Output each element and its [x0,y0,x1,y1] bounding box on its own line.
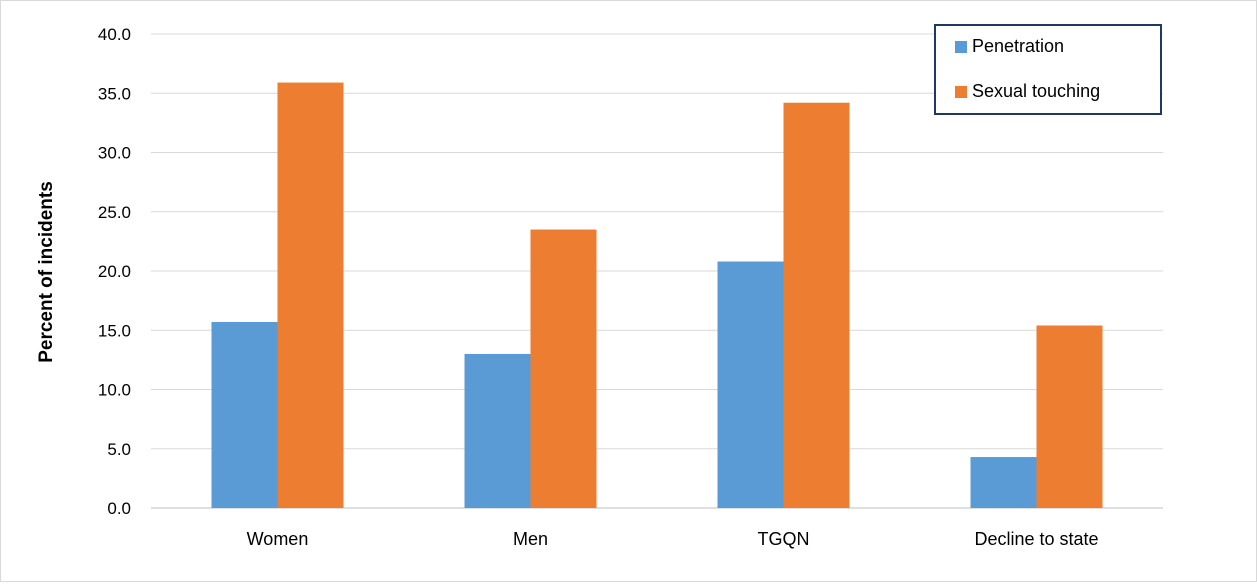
y-tick-label: 5.0 [107,440,131,459]
bar-sexual-touching [277,82,344,509]
y-tick-label: 40.0 [98,25,131,44]
y-axis-label: Percent of incidents [36,181,57,363]
y-tick-label: 0.0 [107,499,131,518]
bar-penetration [211,321,278,508]
x-tick-label: Decline to state [974,529,1098,549]
y-tick-label: 25.0 [98,203,131,222]
bar-sexual-touching [530,229,597,508]
y-tick-label: 15.0 [98,321,131,340]
y-tick-label: 30.0 [98,144,131,163]
bar-penetration [464,353,531,508]
bars [211,82,1103,509]
bar-sexual-touching [783,102,850,508]
y-axis-ticks: 0.0 5.0 10.0 15.0 20.0 25.0 30.0 35.0 40.0 [98,25,131,518]
bar-penetration [717,261,784,508]
x-tick-label: Women [247,529,309,549]
x-tick-label: TGQN [758,529,810,549]
y-tick-label: 10.0 [98,381,131,400]
y-tick-label: 35.0 [98,84,131,103]
legend-box [934,24,1162,115]
y-tick-label: 20.0 [98,262,131,281]
bar-sexual-touching [1036,325,1103,508]
x-axis-ticks: Women Men TGQN Decline to state [247,529,1099,549]
legend-label: Penetration [972,36,1064,56]
legend: Penetration Sexual touching [934,24,1162,115]
legend-label: Sexual touching [972,81,1100,101]
x-tick-label: Men [513,529,548,549]
legend-swatch [955,86,967,98]
legend-swatch [955,41,967,53]
bar-penetration [970,457,1037,508]
